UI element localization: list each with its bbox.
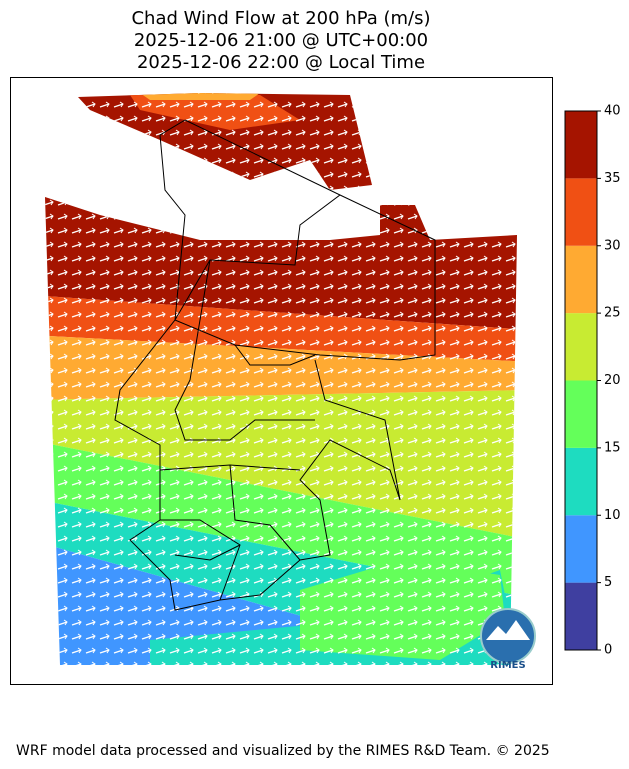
colorbar-tick-label: 15 <box>604 440 621 455</box>
colorbar-segment <box>565 245 597 314</box>
borders <box>114 119 436 611</box>
wind-arrows <box>45 197 517 665</box>
colorbar-tick-label: 30 <box>604 238 621 253</box>
title-line: Chad Wind Flow at 200 hPa (m/s) <box>131 8 430 29</box>
colorbar-segment <box>565 111 597 179</box>
colorbar-tick-label: 10 <box>604 508 621 523</box>
colorbar-segment <box>565 515 597 583</box>
colorbar-segment <box>565 582 597 650</box>
colorbar: 0 5 10 15 20 25 30 35 40 <box>564 104 621 658</box>
colorbar-tick-label: 20 <box>604 373 621 388</box>
colorbar-segment <box>565 178 597 246</box>
logo: RIMES <box>480 608 536 671</box>
footer: WRF model data processed and visualized … <box>16 743 550 759</box>
colorbar-tick-label: 40 <box>604 104 621 119</box>
colorbar-tick-label: 25 <box>604 306 621 321</box>
colorbar-segment <box>565 447 597 516</box>
colorbar-segment <box>565 380 597 448</box>
colorbar-tick-label: 0 <box>604 643 612 658</box>
logo-text: RIMES <box>490 660 525 671</box>
colorbar-tick-label: 35 <box>604 171 621 186</box>
colorbar-segment <box>565 313 597 381</box>
map-frame <box>10 77 553 685</box>
title-line: 2025-12-06 21:00 @ UTC+00:00 <box>134 30 428 51</box>
colorbar-tick-label: 5 <box>604 575 612 590</box>
title-line: 2025-12-06 22:00 @ Local Time <box>137 52 425 73</box>
